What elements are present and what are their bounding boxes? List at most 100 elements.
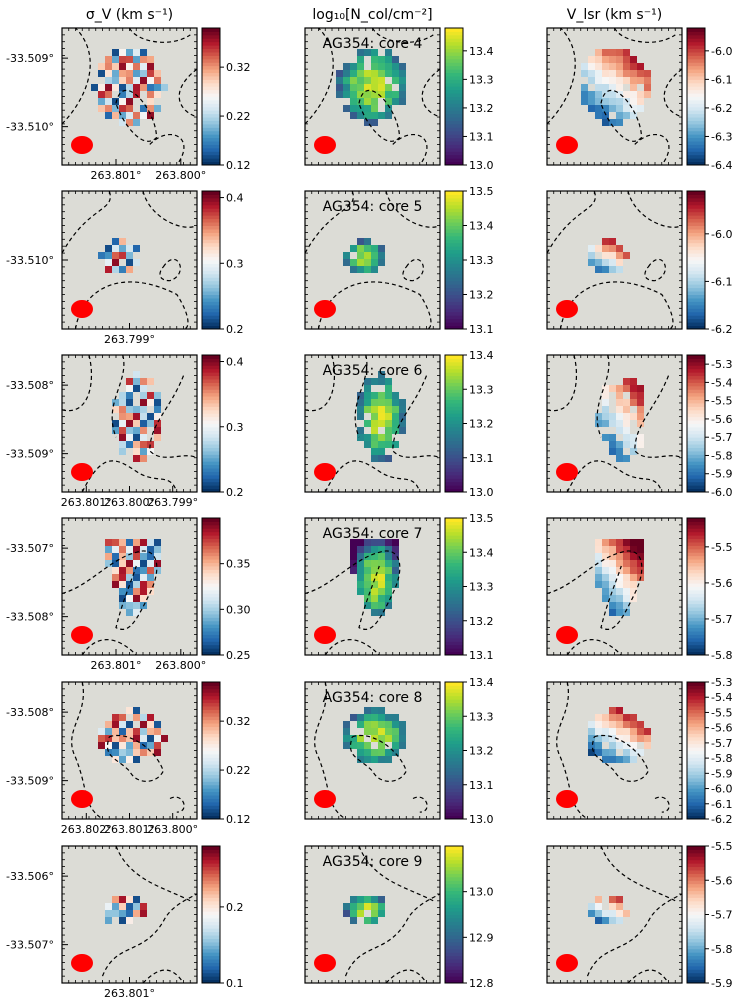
map-pixel (609, 98, 616, 105)
map-pixel (616, 77, 623, 84)
colorbar-segment (202, 637, 220, 642)
colorbar-segment (445, 641, 463, 646)
map-pixel (119, 588, 126, 595)
colorbar-segment (445, 600, 463, 605)
colorbar-segment (445, 565, 463, 570)
map-pixel (637, 735, 644, 742)
colorbar-segment (202, 555, 220, 560)
map-pixel (602, 98, 609, 105)
map-pixel (126, 735, 133, 742)
map-pixel (616, 56, 623, 63)
map-pixel (378, 735, 385, 742)
map-pixel (609, 84, 616, 91)
panel-row4-vlsr: -5.5-5.6-5.7-5.8 (546, 517, 732, 662)
colorbar-segment (202, 134, 220, 139)
colorbar-segment (445, 955, 463, 960)
beam-ellipse (556, 300, 578, 318)
map-pixel (126, 721, 133, 728)
colorbar-segment (445, 791, 463, 796)
map-pixel (371, 105, 378, 112)
colorbar-segment (202, 583, 220, 587)
colorbar-segment (202, 294, 220, 299)
beam-ellipse (556, 790, 578, 808)
colorbar-tick-label: 13.1 (469, 649, 494, 662)
map-pixel (385, 105, 392, 112)
map-pixel (357, 98, 364, 105)
colorbar-segment (687, 962, 705, 967)
colorbar-segment (687, 852, 705, 857)
map-pixel (385, 567, 392, 574)
map-pixel (399, 721, 406, 728)
map-pixel (343, 721, 350, 728)
colorbar-segment (202, 815, 220, 820)
colorbar-segment (202, 69, 220, 74)
map-pixel (609, 560, 616, 567)
map-pixel (616, 707, 623, 714)
map-pixel (616, 385, 623, 392)
map-pixel (357, 735, 364, 742)
colorbar-segment (687, 402, 705, 407)
x-tick-label: 263.801° (61, 496, 112, 509)
colorbar-frame (444, 27, 464, 166)
colorbar-segment (445, 287, 463, 292)
map-pixel (602, 714, 609, 721)
map-pixel (385, 63, 392, 70)
map-pixel (637, 721, 644, 728)
colorbar-segment (202, 945, 220, 950)
map-pixel (364, 259, 371, 266)
contour-line (412, 796, 428, 813)
colorbar-segment (445, 378, 463, 383)
map-pixel (119, 434, 126, 441)
map-pixel (105, 560, 112, 567)
map-pixel (105, 903, 112, 910)
x-tick-label: 263.800° (147, 823, 198, 836)
map-pixel (609, 707, 616, 714)
map-pixel (126, 588, 133, 595)
map-pixel (392, 574, 399, 581)
colorbar-segment (687, 322, 705, 327)
map-pixel (378, 602, 385, 609)
map-pixel (392, 714, 399, 721)
map-pixel (133, 77, 140, 84)
map-pixel (637, 749, 644, 756)
colorbar-segment (687, 952, 705, 957)
map-pixel (119, 742, 126, 749)
colorbar-segment (445, 440, 463, 445)
colorbar-segment (202, 55, 220, 60)
map-pixel (602, 245, 609, 252)
colorbar-segment (687, 72, 705, 77)
colorbar-segment (687, 134, 705, 139)
colorbar-segment (202, 600, 220, 605)
map-pixel (147, 581, 154, 588)
map-pixel (112, 553, 119, 560)
map-pixel (364, 406, 371, 413)
colorbar-segment (445, 712, 463, 717)
map-pixel (616, 609, 623, 616)
map-pixel (623, 427, 630, 434)
map-pixel (602, 91, 609, 98)
colorbar-segment (445, 433, 463, 438)
map-pixel (357, 749, 364, 756)
colorbar-segment (687, 712, 705, 717)
colorbar-segment (202, 729, 220, 734)
map-pixel (595, 574, 602, 581)
map-pixel (602, 581, 609, 588)
map-pixel (644, 77, 651, 84)
map-pixel (364, 917, 371, 924)
colorbar-segment (445, 325, 463, 330)
map-pixel (623, 406, 630, 413)
contour-line (596, 354, 610, 438)
map-pixel (133, 56, 140, 63)
colorbar-segment (687, 518, 705, 522)
colorbar-segment (202, 565, 220, 570)
colorbar-segment (445, 382, 463, 387)
map-pixel (385, 98, 392, 105)
colorbar-tick-label: 13.0 (469, 886, 494, 899)
colorbar-segment (687, 931, 705, 936)
map-pixel (623, 49, 630, 56)
colorbar-segment (687, 897, 705, 902)
colorbar-segment (202, 723, 220, 728)
colorbar-segment (445, 869, 463, 874)
colorbar-segment (445, 464, 463, 469)
colorbar-segment (445, 535, 463, 540)
